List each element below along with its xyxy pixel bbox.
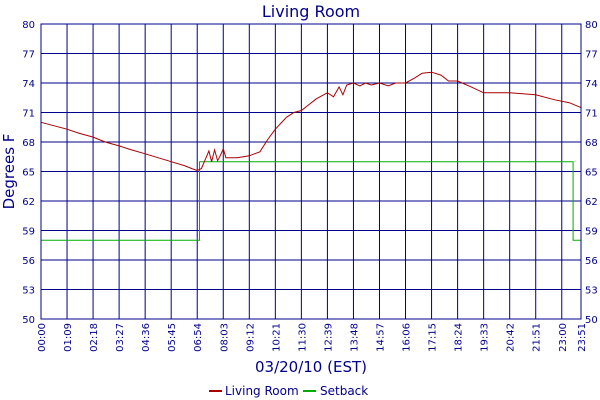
y-tick-label-left: 80	[22, 20, 35, 31]
y-tick-label-right: 74	[585, 79, 598, 90]
x-tick-label: 09:12	[245, 323, 256, 352]
x-tick-label: 13:48	[349, 323, 360, 352]
x-tick-label: 05:45	[167, 323, 178, 352]
y-tick-label-left: 56	[22, 256, 35, 267]
y-tick-label-right: 56	[585, 256, 598, 267]
y-tick-label-right: 53	[585, 286, 598, 297]
y-tick-label-left: 62	[22, 197, 35, 208]
x-tick-label: 02:18	[89, 323, 100, 352]
y-tick-label-right: 65	[585, 168, 598, 179]
y-tick-label-left: 74	[22, 79, 35, 90]
x-tick-label: 20:42	[506, 323, 517, 352]
x-tick-label: 10:21	[271, 323, 282, 352]
series-line-setback	[41, 161, 581, 241]
x-tick-label: 17:15	[428, 323, 439, 352]
y-tick-label-left: 71	[22, 109, 35, 120]
x-tick-label: 23:00	[558, 323, 569, 352]
plot-frame	[40, 23, 582, 320]
x-tick-label: 11:30	[297, 323, 308, 352]
legend: Living Room Setback	[209, 384, 368, 398]
x-tick-label: 16:06	[402, 323, 413, 352]
y-tick-label-right: 59	[585, 227, 598, 238]
x-tick-label: 21:51	[532, 323, 543, 352]
x-tick-label: 23:51	[577, 323, 588, 352]
x-tick-label: 03:27	[115, 323, 126, 352]
y-tick-label-right: 50	[585, 315, 598, 326]
y-tick-label-left: 50	[22, 315, 35, 326]
y-axis-right: 50 53 56 59 62 65 68 71 74 77 80	[585, 20, 598, 326]
x-tick-label: 04:36	[141, 323, 152, 352]
y-tick-label-right: 80	[585, 20, 598, 31]
y-tick-label-left: 68	[22, 138, 35, 149]
y-tick-label-right: 68	[585, 138, 598, 149]
x-tick-label: 06:54	[193, 323, 204, 352]
legend-label-living-room: Living Room	[225, 384, 299, 398]
y-tick-label-left: 59	[22, 227, 35, 238]
x-tick-label: 19:33	[480, 323, 491, 352]
series-layer	[40, 71, 582, 241]
y-tick-label-right: 71	[585, 109, 598, 120]
y-tick-label-left: 53	[22, 286, 35, 297]
x-axis: 00:00 01:09 02:18 03:27 04:36 05:45 06:54 08:03…	[37, 323, 588, 352]
y-tick-label-right: 77	[585, 50, 598, 61]
y-tick-label-right: 62	[585, 197, 598, 208]
y-axis-title: Degrees F	[0, 134, 18, 210]
grid	[40, 23, 582, 320]
x-tick-label: 00:00	[37, 323, 48, 352]
y-tick-label-left: 77	[22, 50, 35, 61]
x-tick-label: 14:57	[375, 323, 386, 352]
chart-title: Living Room	[262, 2, 360, 21]
legend-label-setback: Setback	[320, 384, 368, 398]
x-axis-title: 03/20/10 (EST)	[255, 358, 367, 376]
x-tick-label: 18:24	[454, 323, 465, 352]
x-tick-label: 01:09	[63, 323, 74, 352]
y-tick-label-left: 65	[22, 168, 35, 179]
x-tick-label: 12:39	[323, 323, 334, 352]
x-tick-label: 08:03	[219, 323, 230, 352]
y-axis-left: 50 53 56 59 62 65 68 71 74 77 80	[22, 20, 35, 326]
series-line-living-room	[40, 71, 582, 172]
